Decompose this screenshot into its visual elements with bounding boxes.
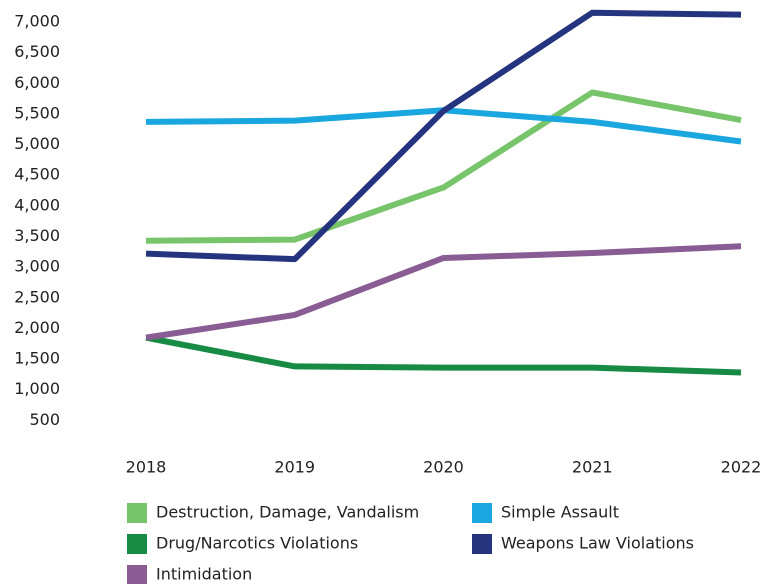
x-tick-label: 2021 — [572, 458, 613, 477]
y-tick-label: 2,500 — [14, 287, 60, 306]
y-tick-label: 6,500 — [14, 42, 60, 61]
y-tick-label: 3,000 — [14, 257, 60, 276]
legend-label: Simple Assault — [501, 503, 619, 522]
legend-swatch — [127, 534, 147, 554]
series-line — [145, 243, 742, 341]
legend-label: Intimidation — [156, 565, 252, 584]
legend-label: Drug/Narcotics Violations — [156, 534, 358, 553]
x-tick-label: 2018 — [126, 458, 167, 477]
y-tick-label: 5,500 — [14, 103, 60, 122]
y-tick-label: 1,000 — [14, 379, 60, 398]
x-tick-label: 2019 — [274, 458, 315, 477]
x-tick-label: 2020 — [423, 458, 464, 477]
series-line — [145, 89, 742, 244]
y-tick-label: 7,000 — [14, 12, 60, 31]
legend-label: Weapons Law Violations — [501, 534, 694, 553]
y-tick-label: 500 — [29, 410, 60, 429]
y-tick-label: 4,000 — [14, 195, 60, 214]
legend-swatch — [472, 503, 492, 523]
y-tick-label: 1,500 — [14, 349, 60, 368]
y-tick-label: 5,000 — [14, 134, 60, 153]
x-tick-label: 2022 — [721, 458, 762, 477]
legend-swatch — [127, 565, 147, 584]
legend-swatch — [472, 534, 492, 554]
legend-label: Destruction, Damage, Vandalism — [156, 503, 419, 522]
y-tick-label: 4,500 — [14, 165, 60, 184]
legend-swatch — [127, 503, 147, 523]
y-tick-label: 3,500 — [14, 226, 60, 245]
y-tick-label: 6,000 — [14, 73, 60, 92]
y-tick-label: 2,000 — [14, 318, 60, 337]
series-line — [145, 9, 742, 263]
series-line — [145, 334, 742, 376]
